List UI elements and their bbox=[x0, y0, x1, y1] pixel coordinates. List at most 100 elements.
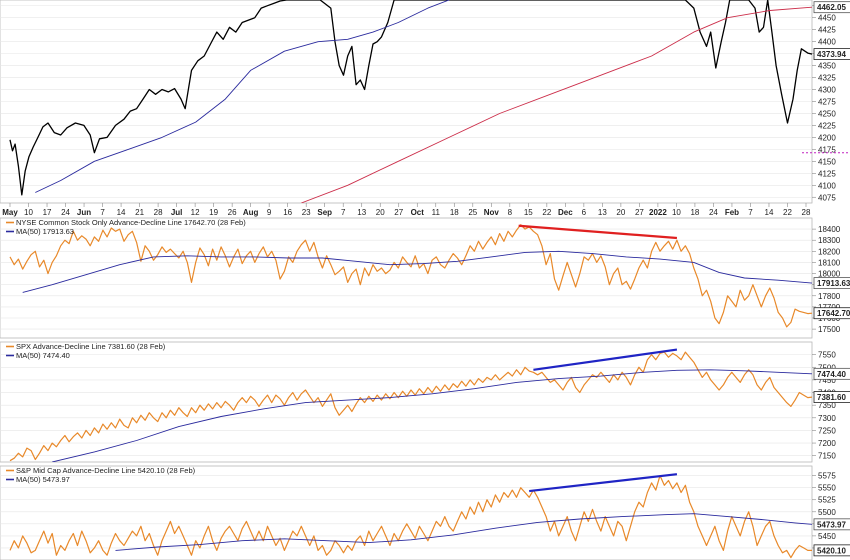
y-tick-label: 7350 bbox=[818, 401, 836, 410]
panel-plot-area bbox=[9, 0, 812, 203]
y-tick-label: 7200 bbox=[818, 439, 836, 448]
midcap-ad-panel: 5425545054755500552555505575S&P Mid Cap … bbox=[0, 465, 850, 560]
panel-frame bbox=[0, 465, 813, 560]
y-tick-label: 4350 bbox=[818, 62, 836, 71]
legend-entry: SPX Advance-Decline Line 7381.60 (28 Feb… bbox=[16, 342, 166, 351]
y-tick-label: 4150 bbox=[818, 157, 836, 166]
x-tick-label: 20 bbox=[616, 208, 625, 217]
x-tick-label: May bbox=[2, 208, 18, 217]
x-tick-label: 2022 bbox=[649, 208, 667, 217]
y-tick-label: 4275 bbox=[818, 98, 836, 107]
y-tick-label: 4175 bbox=[818, 145, 836, 154]
y-tick-label: 7250 bbox=[818, 426, 836, 435]
x-tick-label: Sep bbox=[317, 208, 332, 217]
panel-frame bbox=[0, 217, 813, 339]
x-tick-label: Feb bbox=[725, 208, 739, 217]
x-tick-label: 26 bbox=[228, 208, 237, 217]
panel-plot-area bbox=[9, 224, 812, 328]
y-tick-label: 17500 bbox=[818, 325, 841, 334]
y-tick-label: 5525 bbox=[818, 496, 836, 505]
x-tick-label: 21 bbox=[135, 208, 144, 217]
x-tick-label: 27 bbox=[635, 208, 644, 217]
x-tick-label: 10 bbox=[672, 208, 681, 217]
divergence-trendline bbox=[518, 224, 678, 240]
ma-value-tag-label: 4462.05 bbox=[817, 3, 846, 12]
x-tick-label: 25 bbox=[468, 208, 477, 217]
y-tick-label: 18300 bbox=[818, 236, 841, 245]
x-tick-label: Aug bbox=[243, 208, 259, 217]
x-tick-label: 20 bbox=[376, 208, 385, 217]
price-line bbox=[9, 0, 812, 196]
x-axis: May 10 17 24 Jun 7 14 21 28 Jul 12 19 26 Aug 9 16 23 Sep 7… bbox=[2, 203, 811, 217]
y-tick-label: 18000 bbox=[818, 270, 841, 279]
x-tick-label: 14 bbox=[765, 208, 774, 217]
x-tick-label: 16 bbox=[283, 208, 292, 217]
x-tick-label: 13 bbox=[598, 208, 607, 217]
panel-plot-area bbox=[9, 475, 812, 559]
x-tick-label: 28 bbox=[802, 208, 811, 217]
ma-value-tag-box bbox=[813, 518, 850, 531]
y-tick-label: 18100 bbox=[818, 258, 841, 267]
y-tick-label: 4425 bbox=[818, 26, 836, 35]
x-tick-label: 19 bbox=[209, 208, 218, 217]
last-value-tag-box bbox=[813, 48, 850, 61]
last-value-tag-label: 7381.60 bbox=[817, 393, 846, 402]
x-tick-label: Dec bbox=[558, 208, 573, 217]
spx-ad-panel: 715072007250730073507400745075007550SPX … bbox=[0, 341, 850, 463]
x-tick-label: Nov bbox=[484, 208, 500, 217]
y-tick-label: 17800 bbox=[818, 292, 841, 301]
y-tick-label: 5500 bbox=[818, 508, 836, 517]
y-tick-label: 4300 bbox=[818, 86, 836, 95]
y-tick-label: 7300 bbox=[818, 414, 836, 423]
x-tick-label: 27 bbox=[394, 208, 403, 217]
y-tick-label: 5575 bbox=[818, 472, 836, 481]
x-tick-label: 7 bbox=[748, 208, 753, 217]
legend-entry: MA(50) 7474.40 bbox=[16, 351, 70, 360]
advance-decline-line bbox=[9, 351, 812, 462]
y-tick-label: 18200 bbox=[818, 247, 841, 256]
ma-value-tag-box bbox=[813, 1, 850, 14]
panel-frame bbox=[0, 341, 813, 463]
y-tick-label: 7500 bbox=[818, 363, 836, 372]
legend-entry: MA(50) 5473.97 bbox=[16, 475, 70, 484]
y-tick-label: 4075 bbox=[818, 193, 836, 202]
y-tick-label: 4225 bbox=[818, 121, 836, 130]
last-value-tag-box bbox=[813, 307, 850, 320]
x-tick-label: 24 bbox=[61, 208, 70, 217]
x-tick-label: 13 bbox=[357, 208, 366, 217]
x-tick-label: 18 bbox=[690, 208, 699, 217]
x-tick-label: 14 bbox=[117, 208, 126, 217]
y-tick-label: 7450 bbox=[818, 376, 836, 385]
last-value-tag-label: 5420.10 bbox=[817, 546, 846, 555]
y-tick-label: 4400 bbox=[818, 38, 836, 47]
short-moving-average-line bbox=[35, 0, 450, 193]
x-tick-label: 22 bbox=[783, 208, 792, 217]
y-tick-label: 4450 bbox=[818, 14, 836, 23]
nyse-ad-panel: 1750017600177001780017900180001810018200… bbox=[0, 217, 850, 339]
y-tick-label: 5450 bbox=[818, 532, 836, 541]
last-value-tag-label: 17642.70 bbox=[817, 309, 850, 318]
moving-average-line bbox=[22, 250, 812, 293]
y-tick-label: 7150 bbox=[818, 452, 836, 461]
x-tick-label: Jun bbox=[77, 208, 91, 217]
x-tick-label: 7 bbox=[341, 208, 346, 217]
y-tick-label: 4200 bbox=[818, 133, 836, 142]
ma-value-tag-box bbox=[813, 367, 850, 380]
x-tick-label: Oct bbox=[411, 208, 425, 217]
ma-value-tag-label: 17913.63 bbox=[817, 279, 850, 288]
divergence-trendline bbox=[533, 348, 678, 371]
x-tick-label: 12 bbox=[191, 208, 200, 217]
moving-average-line bbox=[115, 513, 812, 551]
x-tick-label: 23 bbox=[302, 208, 311, 217]
legend-entry: MA(50) 17913.63 bbox=[16, 227, 74, 236]
x-tick-label: 24 bbox=[709, 208, 718, 217]
last-value-tag-box bbox=[813, 544, 850, 557]
x-tick-label: 17 bbox=[43, 208, 52, 217]
last-value-tag-box bbox=[813, 391, 850, 403]
long-moving-average-line bbox=[301, 6, 812, 203]
y-tick-label: 18400 bbox=[818, 225, 841, 234]
x-tick-label: 7 bbox=[100, 208, 105, 217]
